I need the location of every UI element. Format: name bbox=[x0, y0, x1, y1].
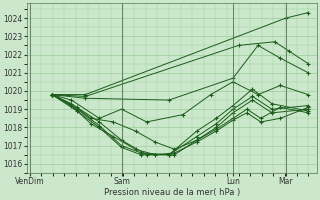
X-axis label: Pression niveau de la mer( hPa ): Pression niveau de la mer( hPa ) bbox=[104, 188, 240, 197]
